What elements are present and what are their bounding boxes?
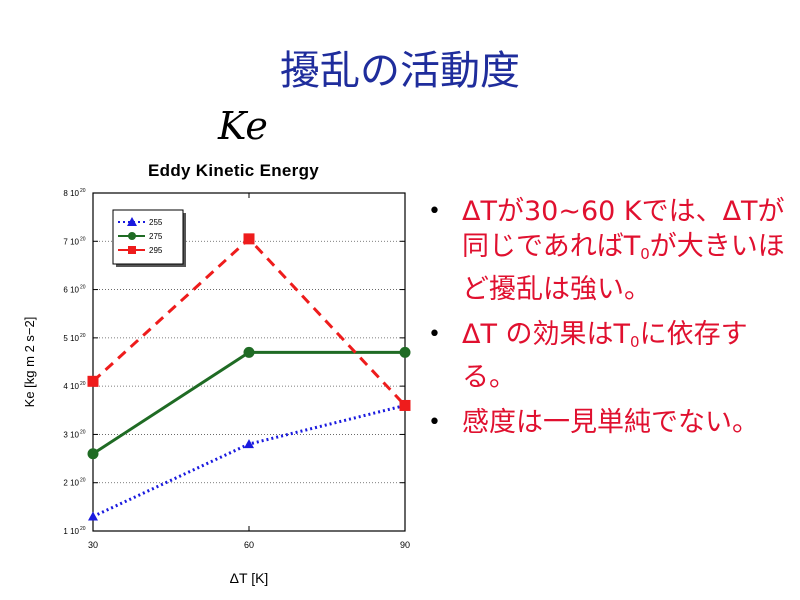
bullet-text-2a: ΔT の効果はT [462,319,631,350]
y-tick-label: 1 10 [63,527,79,536]
data-point-square [128,246,136,254]
eddy-kinetic-energy-chart: 1 10 202 10 203 10 204 10 205 10 206 10 207 10… [22,188,411,586]
bullet-dot-icon: • [428,410,441,435]
y-tick-label: 8 10 [63,189,79,198]
y-tick-exponent: 20 [80,526,86,532]
slide-title: 擾乱の活動度 [280,48,520,94]
bullet-subscript: 0 [640,245,650,263]
bullet-item: • ΔTが30~60 Kでは、ΔTが同じであればT0が大きいほど擾乱は強い。 [428,194,796,307]
y-tick-label: 6 10 [63,286,79,295]
y-tick-exponent: 20 [80,236,86,242]
x-tick-label: 60 [244,540,254,550]
legend-label: 275 [149,232,163,241]
bullet-list: • ΔTが30~60 Kでは、ΔTが同じであればT0が大きいほど擾乱は強い。 • Δ… [428,194,796,450]
data-point-circle [128,232,136,240]
y-tick-exponent: 20 [80,333,86,339]
bullet-item: • 感度は一見単純でない。 [428,405,796,440]
y-tick-exponent: 20 [80,188,86,194]
y-tick-label: 7 10 [63,237,79,246]
bullet-text-1b: が大きいほど擾乱は強い。 [462,231,785,305]
x-tick-label: 90 [400,540,410,550]
y-tick-exponent: 20 [80,429,86,435]
y-tick-label: 5 10 [63,334,79,343]
legend-label: 255 [149,218,163,227]
bullet-subscript: 0 [630,333,640,351]
bullet-dot-icon: • [428,322,441,347]
y-axis-label: Ke [kg m 2 s−2] [22,317,37,408]
bullet-text-2b: に依存する。 [462,319,748,393]
data-point-triangle [88,511,98,521]
bullet-dot-icon: • [428,199,441,224]
plot-frame [92,192,406,532]
data-point-triangle [244,439,254,449]
ke-symbol: Ke [218,104,268,148]
data-point-circle [243,346,255,358]
bullet-text-3: 感度は一見単純でない。 [462,407,759,438]
data-point-circle [399,346,411,358]
y-tick-label: 3 10 [63,430,79,439]
legend-box [112,209,184,265]
data-point-square [243,233,255,245]
y-tick-label: 2 10 [63,479,79,488]
y-tick-exponent: 20 [80,285,86,291]
data-point-triangle [127,217,137,226]
bullet-item: • ΔT の効果はT0に依存する。 [428,317,796,395]
data-point-square [399,399,411,411]
x-tick-label: 30 [88,540,98,550]
bullet-text-1a: ΔTが30~60 Kでは、ΔTが同じであればT [462,196,785,262]
data-point-circle [87,448,99,460]
y-tick-label: 4 10 [63,382,79,391]
y-tick-exponent: 20 [80,381,86,387]
data-point-square [87,375,99,387]
legend-label: 295 [149,246,163,255]
chart-title: Eddy Kinetic Energy [148,161,320,180]
y-tick-exponent: 20 [80,478,86,484]
series-line [92,350,405,456]
x-axis-label: ΔT [K] [230,570,269,586]
